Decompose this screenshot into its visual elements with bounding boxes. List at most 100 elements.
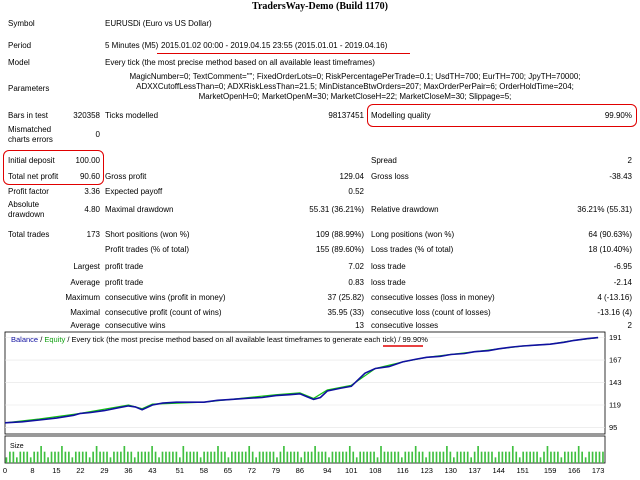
size-bar	[355, 457, 358, 463]
size-bar	[99, 451, 101, 463]
initial-deposit-label: Initial deposit	[8, 156, 55, 165]
size-bar	[470, 457, 473, 463]
x-tick-label: 86	[296, 466, 304, 475]
short-positions-value: 109 (88.99%)	[315, 230, 364, 239]
spread-label: Spread	[371, 156, 397, 165]
modelling-quality-value: 99.90%	[604, 111, 632, 120]
profit-trades-value: 155 (89.60%)	[315, 245, 364, 254]
size-bar	[68, 451, 70, 463]
size-bar	[338, 451, 341, 463]
size-bar	[369, 451, 372, 463]
expected-payoff-value: 0.52	[348, 187, 364, 196]
profit-trades-label: Profit trades (% of total)	[105, 245, 190, 254]
grid-layer	[5, 337, 605, 428]
size-bar	[113, 451, 115, 463]
size-bar	[439, 451, 441, 463]
size-bar	[505, 451, 507, 463]
size-bar	[328, 457, 330, 463]
size-bar	[248, 446, 251, 463]
size-bar	[109, 457, 112, 463]
legend-sep-2: /	[396, 335, 402, 344]
size-bar	[529, 451, 531, 463]
size-bar	[473, 451, 476, 463]
x-tick-label: 72	[248, 466, 256, 475]
deposit-profit-highlight-box	[3, 150, 104, 185]
size-bar	[494, 457, 497, 463]
average-profit-trade-label: profit trade	[105, 278, 144, 287]
size-bar	[182, 446, 185, 463]
legend-equity: Equity	[44, 335, 65, 344]
size-bar	[102, 451, 105, 463]
size-bar	[546, 446, 549, 463]
short-positions-label: Short positions (won %)	[105, 230, 190, 239]
size-bar	[598, 451, 601, 463]
size-bar	[352, 451, 355, 463]
size-bar	[283, 446, 285, 463]
x-tick-label: 137	[468, 466, 481, 475]
x-tick-label: 65	[224, 466, 232, 475]
gross-loss-label: Gross loss	[371, 172, 409, 181]
size-bar	[71, 457, 74, 463]
largest-loss-trade-label: loss trade	[371, 262, 406, 271]
size-bar	[16, 457, 18, 463]
size-bar	[206, 451, 209, 463]
period-label: Period	[8, 41, 32, 50]
size-bar	[161, 451, 164, 463]
size-bar	[383, 451, 386, 463]
x-tick-label: 15	[52, 466, 60, 475]
parameters-label: Parameters	[8, 84, 50, 93]
size-bar	[342, 451, 344, 463]
max-consecutive-losses-label: consecutive losses (loss in money)	[371, 293, 495, 302]
size-bar	[511, 446, 514, 463]
y-tick-label: 143	[609, 378, 622, 387]
period-prefix: 5 Minutes (M5)	[105, 41, 159, 50]
size-bar	[480, 451, 483, 463]
size-bar	[286, 451, 289, 463]
x-tick-label: 116	[397, 466, 409, 475]
x-tick-label: 79	[272, 466, 280, 475]
size-bar	[387, 451, 389, 463]
size-bar	[241, 451, 244, 463]
model-value: Every tick (the most precise method base…	[105, 58, 375, 67]
size-bar	[300, 457, 303, 463]
total-trades-label: Total trades	[8, 230, 50, 239]
largest-label: Largest	[73, 262, 100, 271]
size-bar	[411, 451, 414, 463]
size-bar	[314, 446, 316, 463]
size-bar	[563, 451, 566, 463]
size-bar	[78, 451, 81, 463]
x-tick-label: 108	[369, 466, 382, 475]
size-bar	[40, 446, 42, 463]
size-bar	[376, 457, 379, 463]
size-bar	[19, 451, 22, 463]
max-consecutive-wins-label: consecutive wins (profit in money)	[105, 293, 226, 302]
size-bar	[317, 451, 320, 463]
report-title: TradersWay-Demo (Build 1170)	[252, 1, 388, 12]
size-bar	[123, 446, 126, 463]
gross-profit-value: 129.04	[339, 172, 364, 181]
size-bar	[269, 451, 271, 463]
size-bar	[390, 451, 393, 463]
size-bar	[54, 451, 56, 463]
size-bar	[220, 451, 223, 463]
average-loss-trade-label: loss trade	[371, 278, 406, 287]
total-net-profit-value: 90.60	[79, 172, 100, 181]
size-bar	[567, 451, 570, 463]
size-bar	[553, 451, 556, 463]
x-tick-label: 144	[492, 466, 505, 475]
chart-header: Balance / Equity / Every tick (the most …	[11, 335, 428, 344]
size-bar	[175, 451, 178, 463]
size-bar	[498, 451, 500, 463]
size-bar	[595, 451, 597, 463]
largest-profit-trade-value: 7.02	[348, 262, 364, 271]
size-bar	[293, 451, 296, 463]
size-bars-layer	[5, 446, 604, 463]
size-bar	[272, 451, 275, 463]
size-bar	[380, 446, 382, 463]
maximal-drawdown-label: Maximal drawdown	[105, 205, 174, 214]
x-tick-label: 8	[30, 466, 34, 475]
x-tick-label: 123	[420, 466, 433, 475]
size-bar	[116, 451, 119, 463]
size-bar	[560, 457, 563, 463]
size-bar	[81, 451, 84, 463]
